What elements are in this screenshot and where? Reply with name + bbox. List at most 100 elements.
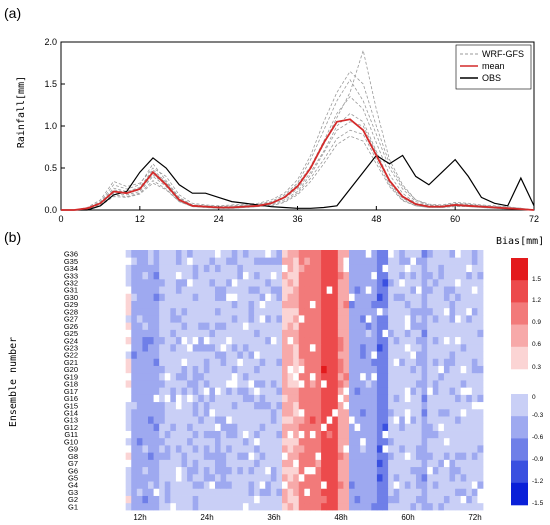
heatmap-cell: [432, 408, 439, 417]
heatmap-cell: [455, 315, 462, 323]
heatmap-cell: [326, 358, 333, 366]
heatmap-cell: [471, 250, 478, 258]
heatmap-cell: [466, 401, 473, 410]
heatmap-cell: [136, 387, 143, 395]
heatmap-cell: [181, 322, 188, 330]
row-label: G28: [64, 307, 78, 316]
heatmap-cell: [449, 286, 456, 294]
heatmap-cell: [438, 278, 445, 287]
heatmap-cell: [360, 423, 367, 431]
heatmap-cell: [265, 329, 272, 338]
heatmap-cell: [309, 401, 316, 410]
heatmap-cell: [92, 358, 99, 366]
heatmap-cell: [471, 416, 478, 424]
heatmap-cell: [416, 271, 422, 280]
heatmap-cell: [215, 336, 221, 345]
heatmap-cell: [114, 372, 121, 381]
heatmap-cell: [298, 416, 305, 424]
heatmap-cell: [170, 423, 177, 431]
heatmap-cell: [159, 315, 166, 323]
heatmap-cell: [282, 278, 288, 287]
heatmap-cell: [443, 278, 450, 287]
heatmap-cell: [226, 394, 233, 403]
heatmap-cell: [393, 336, 400, 345]
heatmap-cell: [192, 481, 199, 489]
heatmap-cell: [81, 278, 87, 287]
heatmap-cell: [215, 488, 221, 496]
heatmap-cell: [226, 343, 233, 352]
heatmap-cell: [153, 481, 160, 489]
heatmap-cell: [466, 481, 473, 489]
heatmap-cell: [388, 343, 395, 352]
heatmap-cell: [399, 401, 406, 410]
heatmap-cell: [354, 271, 361, 280]
heatmap-cell: [237, 329, 244, 338]
heatmap-cell: [203, 336, 210, 345]
heatmap-cell: [382, 271, 389, 280]
heatmap-cell: [148, 278, 154, 287]
heatmap-cell: [242, 336, 249, 345]
heatmap-cell: [108, 502, 115, 511]
heatmap-cell: [81, 445, 87, 453]
heatmap-cell: [399, 445, 406, 453]
heatmap-cell: [125, 380, 132, 388]
heatmap-cell: [404, 394, 411, 403]
heatmap-cell: [309, 307, 316, 316]
heatmap-cell: [393, 358, 400, 366]
row-label: G8: [68, 452, 78, 461]
heatmap-cell: [254, 495, 261, 504]
heatmap-cell: [349, 408, 355, 417]
heatmap-cell: [276, 329, 283, 338]
heatmap-cell: [259, 300, 266, 309]
heatmap-cell: [192, 358, 199, 366]
heatmap-cell: [393, 343, 400, 352]
heatmap-cell: [321, 495, 328, 504]
heatmap-cell: [181, 445, 188, 453]
heatmap-cell: [349, 343, 355, 352]
heatmap-cell: [404, 307, 411, 316]
heatmap-cell: [282, 257, 288, 265]
heatmap-cell: [226, 408, 233, 417]
heatmap-cell: [449, 307, 456, 316]
heatmap-cell: [443, 271, 450, 280]
heatmap-cell: [142, 408, 149, 417]
heatmap-cell: [421, 322, 428, 330]
heatmap-cell: [270, 300, 277, 309]
row-label: G19: [64, 372, 78, 381]
heatmap-cell: [103, 351, 110, 359]
heatmap-cell: [432, 394, 439, 403]
heatmap-cell: [427, 300, 434, 309]
heatmap-cell: [159, 445, 166, 453]
heatmap-cell: [309, 293, 316, 301]
heatmap-cell: [198, 286, 205, 294]
heatmap-cell: [136, 257, 143, 265]
heatmap-cell: [142, 278, 149, 287]
heatmap-cell: [399, 329, 406, 338]
heatmap-cell: [153, 257, 160, 265]
heatmap-cell: [416, 495, 422, 504]
heatmap-cell: [231, 459, 238, 468]
heatmap-cell: [376, 408, 383, 417]
heatmap-cell: [287, 315, 294, 323]
heatmap-cell: [343, 307, 350, 316]
heatmap-cell: [421, 430, 428, 439]
heatmap-cell: [103, 336, 110, 345]
heatmap-cell: [181, 329, 188, 338]
heatmap-cell: [376, 495, 383, 504]
heatmap-cell: [81, 502, 87, 511]
heatmap-cell: [371, 452, 378, 460]
heatmap-cell: [81, 336, 87, 345]
heatmap-cell: [304, 250, 311, 258]
heatmap-cell: [81, 430, 87, 439]
heatmap-cell: [360, 307, 367, 316]
heatmap-cell: [159, 387, 166, 395]
heatmap-cell: [270, 250, 277, 258]
heatmap-cell: [164, 408, 171, 417]
heatmap-cell: [242, 343, 249, 352]
heatmap-cell: [125, 401, 132, 410]
heatmap-cell: [337, 452, 344, 460]
heatmap-cell: [248, 307, 255, 316]
heatmap-cell: [136, 264, 143, 273]
heatmap-cell: [337, 278, 344, 287]
heatmap-cell: [282, 351, 288, 359]
